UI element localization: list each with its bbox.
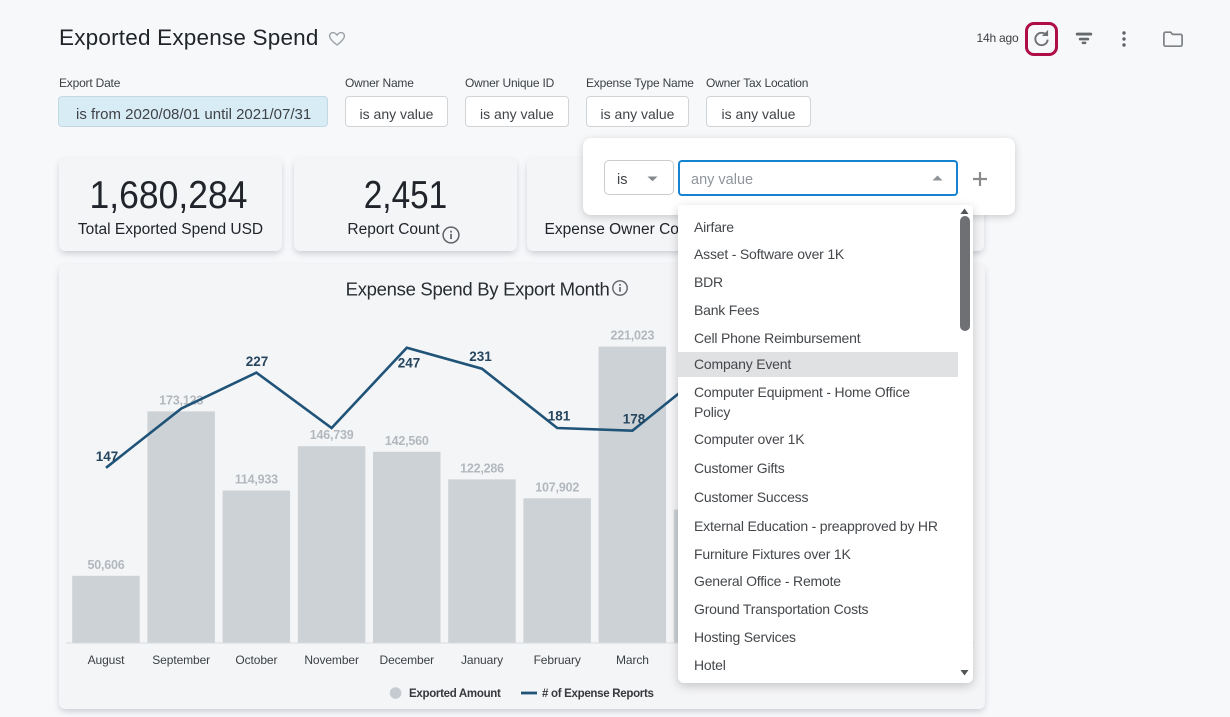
svg-text:122,286: 122,286	[460, 462, 504, 476]
svg-text:107,902: 107,902	[535, 480, 579, 494]
svg-text:247: 247	[398, 356, 421, 371]
svg-text:August: August	[88, 653, 126, 667]
svg-text:221,023: 221,023	[611, 329, 655, 343]
svg-text:Exported Amount: Exported Amount	[409, 688, 501, 700]
svg-text:Expense Spend By Export Month: Expense Spend By Export Month	[346, 279, 610, 300]
svg-text:181: 181	[548, 409, 571, 424]
svg-text:114,933: 114,933	[235, 473, 278, 487]
svg-text:147: 147	[96, 449, 119, 464]
svg-text:178: 178	[623, 412, 646, 427]
svg-text:March: March	[616, 653, 649, 667]
svg-text:January: January	[461, 653, 503, 667]
svg-text:231: 231	[469, 349, 492, 364]
svg-text:November: November	[304, 653, 359, 667]
svg-text:50,606: 50,606	[87, 558, 124, 572]
svg-text:227: 227	[246, 354, 269, 369]
svg-text:December: December	[380, 653, 435, 667]
svg-text:146,739: 146,739	[310, 428, 354, 442]
svg-text:142,560: 142,560	[385, 434, 429, 448]
svg-text:# of Expense Reports: # of Expense Reports	[542, 688, 654, 700]
svg-text:September: September	[152, 653, 210, 667]
svg-text:October: October	[235, 653, 277, 667]
svg-text:February: February	[534, 653, 581, 667]
